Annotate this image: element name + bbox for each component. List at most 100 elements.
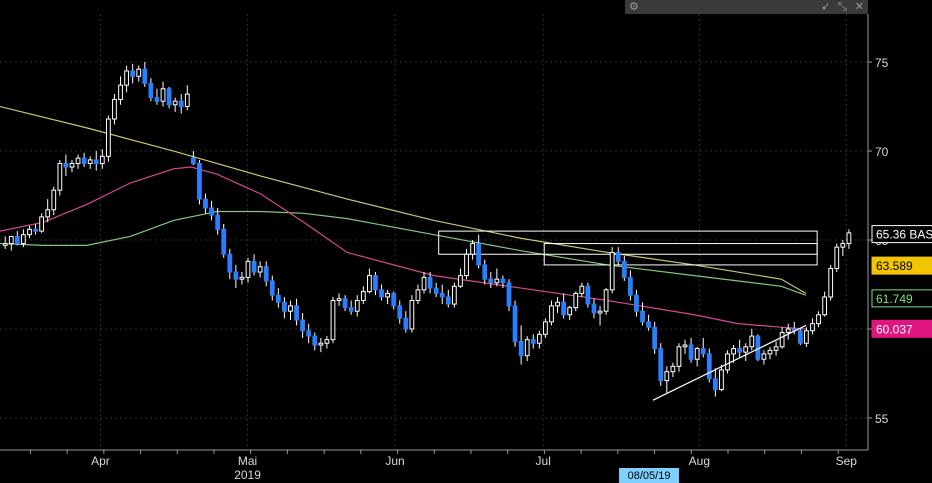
candle-body [439,292,445,298]
candle-body [33,228,38,232]
candle-body [603,289,609,312]
candle-body [706,353,712,380]
candle-body [415,289,421,302]
grid-lines [0,14,868,450]
candle-body [27,228,32,236]
year-label: 2019 [234,468,261,482]
candle-body [530,339,536,344]
x-tick-label: Aug [689,454,710,468]
price-tag-label: 60.037 [876,322,913,336]
candle-body [403,317,409,330]
candle-body [494,278,500,284]
range-box[interactable] [543,243,818,266]
candle-body [810,323,815,332]
candle-body [640,310,645,323]
candle-body [385,292,390,298]
price-tag-label: 65.36 BASF GY [876,228,932,242]
candle-body [300,319,306,332]
trendline[interactable] [652,324,807,401]
candle-body [367,275,372,293]
candle-body [233,271,239,280]
candle-body [427,276,433,289]
candle-body [694,348,700,360]
support-trendline[interactable] [652,324,807,401]
candle-body [330,300,336,341]
candle-body [767,349,773,355]
candle-body [700,348,706,355]
candle-body [166,88,172,106]
candle-body [561,301,567,316]
candle-body [816,314,821,325]
candle-body [215,214,221,230]
candle-body [822,296,828,316]
candle-body [464,253,469,277]
candle-body [579,285,585,294]
candle-body [99,155,105,164]
candle-body [251,260,257,273]
x-tick-label: Jun [385,454,404,468]
candle-body [282,301,287,312]
candle-body [409,300,415,330]
candle-body [209,207,214,216]
candle-body [397,305,403,319]
candle-body [269,280,275,296]
y-tick-label: 70 [875,145,889,159]
candle-body [112,98,117,120]
chart-window-titlebar: ⚙ ➶ ⤡ ✕ [625,0,868,14]
candle-body [846,232,852,245]
pin-icon[interactable]: ➶ [820,1,830,13]
candle-body [518,340,524,357]
candle-body [391,292,397,307]
candle-body [628,276,633,296]
candle-body [69,162,75,168]
candle-body [275,294,281,303]
candle-body [749,335,755,348]
candle-body [773,346,779,351]
gear-icon[interactable]: ⚙ [629,1,639,13]
price-tag-label: 63.589 [876,259,913,273]
candle-body [433,287,439,294]
candle-body [257,266,263,273]
candle-body [45,209,51,218]
axes: 7570656055AprMaiJunJulAugSep201908/05/19 [0,14,889,483]
candle-body [421,276,427,291]
candle-body [294,305,299,321]
candle-body [567,307,573,316]
candle-body [591,303,597,314]
candle-body [190,157,196,164]
candle-body [221,228,227,255]
candle-body [743,346,749,353]
x-tick-label: Apr [91,454,110,468]
candle-body [445,296,451,305]
resize-icon[interactable]: ⤡ [837,1,847,13]
candle-body [451,285,457,305]
candle-body [573,292,579,309]
candle-body [263,266,269,282]
candle-body [785,328,791,334]
candle-body [14,235,20,245]
candle-body [203,198,208,209]
candle-body [549,305,554,323]
moving-average-line [0,166,806,330]
price-tag-label: 61.749 [876,292,913,306]
x-tick-label: Jul [536,454,551,468]
candle-body [779,332,785,348]
candle-body [239,276,245,280]
candle-body [2,243,8,246]
candle-body [379,289,384,298]
candle-body [21,234,26,245]
close-icon[interactable]: ✕ [854,1,864,13]
candle-body [840,243,846,248]
x-tick-label: Sep [836,454,858,468]
range-box[interactable] [438,230,818,255]
candle-body [178,100,184,108]
moving-averages [0,105,807,330]
candle-body [245,260,251,278]
candle-body [676,346,682,367]
candle-body [670,365,676,373]
candle-body [81,157,87,164]
candle-body [555,301,560,307]
candle-body [136,68,142,77]
candle-body [652,326,658,350]
